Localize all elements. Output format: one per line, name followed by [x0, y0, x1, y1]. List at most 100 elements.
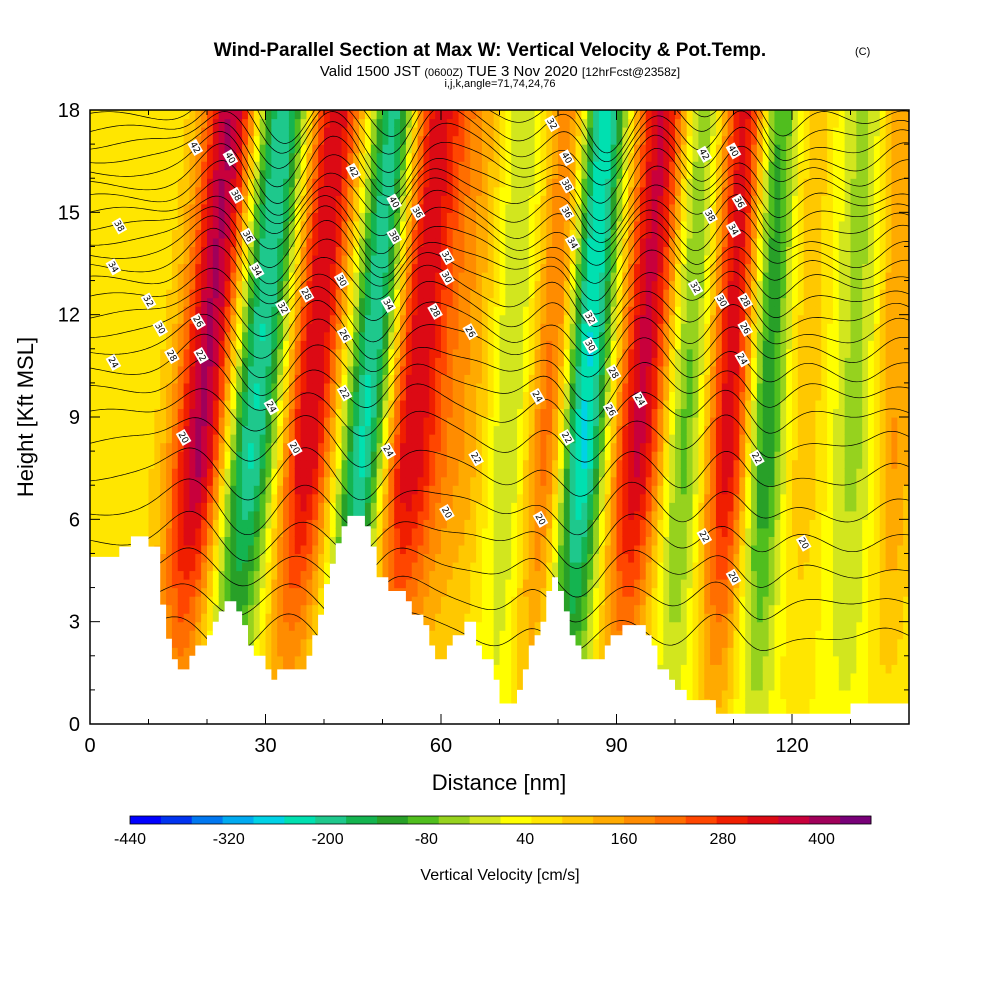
- velocity-cell: [253, 630, 261, 640]
- velocity-cell: [376, 135, 384, 145]
- velocity-cell: [318, 587, 325, 597]
- velocity-cell: [441, 536, 448, 546]
- velocity-cell: [417, 331, 425, 341]
- velocity-cell: [441, 306, 448, 316]
- velocity-cell: [435, 408, 442, 418]
- velocity-cell: [212, 152, 220, 162]
- velocity-cell: [195, 468, 202, 478]
- velocity-cell: [236, 417, 243, 427]
- velocity-cell: [347, 442, 354, 452]
- velocity-cell: [318, 237, 325, 248]
- velocity-cell: [452, 118, 460, 128]
- velocity-cell: [329, 195, 337, 205]
- velocity-cell: [312, 323, 319, 333]
- velocity-cell: [353, 493, 360, 503]
- velocity-cell: [441, 237, 448, 248]
- velocity-cell: [306, 502, 313, 512]
- velocity-cell: [107, 246, 114, 256]
- velocity-cell: [101, 544, 109, 555]
- velocity-cell: [95, 365, 103, 375]
- velocity-cell: [119, 195, 126, 205]
- velocity-cell: [388, 553, 395, 563]
- velocity-cell: [160, 152, 167, 162]
- velocity-cell: [171, 246, 179, 256]
- velocity-cell: [247, 169, 255, 179]
- velocity-cell: [300, 655, 308, 665]
- velocity-cell: [464, 553, 471, 563]
- velocity-cell: [212, 161, 220, 171]
- velocity-cell: [394, 527, 401, 537]
- velocity-cell: [195, 451, 202, 461]
- velocity-cell: [335, 203, 343, 213]
- velocity-cell: [253, 220, 261, 230]
- velocity-cell: [300, 348, 308, 358]
- velocity-cell: [288, 638, 296, 648]
- velocity-cell: [464, 434, 471, 444]
- velocity-cell: [452, 408, 460, 418]
- velocity-cell: [470, 169, 477, 179]
- velocity-cell: [283, 357, 290, 367]
- velocity-cell: [470, 220, 477, 230]
- velocity-cell: [201, 212, 208, 222]
- velocity-cell: [207, 391, 214, 401]
- velocity-cell: [423, 613, 430, 623]
- velocity-cell: [300, 510, 308, 520]
- velocity-cell: [183, 493, 191, 503]
- velocity-cell: [376, 229, 384, 239]
- velocity-cell: [242, 297, 249, 307]
- velocity-cell: [253, 579, 261, 589]
- velocity-cell: [446, 280, 454, 290]
- velocity-cell: [247, 519, 255, 529]
- velocity-cell: [294, 306, 302, 316]
- velocity-cell: [265, 263, 272, 273]
- velocity-cell: [435, 630, 442, 640]
- velocity-cell: [359, 280, 366, 290]
- velocity-cell: [247, 459, 255, 469]
- velocity-cell: [253, 246, 261, 256]
- velocity-cell: [423, 220, 430, 230]
- velocity-cell: [283, 434, 290, 444]
- velocity-cell: [376, 425, 384, 435]
- velocity-cell: [113, 365, 120, 375]
- velocity-cell: [271, 502, 278, 512]
- velocity-cell: [259, 544, 267, 555]
- velocity-cell: [212, 604, 220, 614]
- velocity-cell: [125, 340, 132, 350]
- velocity-cell: [464, 340, 471, 350]
- velocity-cell: [370, 229, 378, 239]
- velocity-cell: [253, 408, 261, 418]
- velocity-cell: [476, 544, 483, 555]
- velocity-cell: [470, 502, 477, 512]
- velocity-cell: [405, 144, 413, 154]
- velocity-cell: [359, 272, 366, 282]
- velocity-cell: [388, 246, 395, 256]
- velocity-cell: [265, 613, 272, 623]
- velocity-cell: [113, 485, 120, 495]
- velocity-cell: [388, 323, 395, 333]
- velocity-cell: [388, 135, 395, 145]
- velocity-cell: [90, 118, 97, 128]
- velocity-cell: [435, 365, 442, 375]
- velocity-cell: [464, 127, 471, 137]
- velocity-cell: [283, 195, 290, 205]
- velocity-cell: [113, 306, 120, 316]
- velocity-cell: [242, 382, 249, 393]
- velocity-cell: [236, 604, 243, 614]
- velocity-cell: [201, 161, 208, 171]
- velocity-cell: [154, 306, 161, 316]
- velocity-cell: [212, 229, 220, 239]
- velocity-cell: [271, 289, 278, 299]
- velocity-cell: [171, 280, 179, 290]
- velocity-cell: [283, 621, 290, 631]
- velocity-cell: [230, 451, 237, 461]
- velocity-cell: [265, 237, 272, 248]
- velocity-cell: [277, 536, 284, 546]
- velocity-cell: [364, 220, 372, 230]
- velocity-cell: [318, 374, 325, 384]
- velocity-cell: [411, 297, 419, 307]
- velocity-cell: [376, 118, 384, 128]
- velocity-cell: [452, 613, 460, 623]
- velocity-cell: [113, 425, 120, 435]
- velocity-cell: [312, 391, 319, 401]
- velocity-cell: [481, 220, 489, 230]
